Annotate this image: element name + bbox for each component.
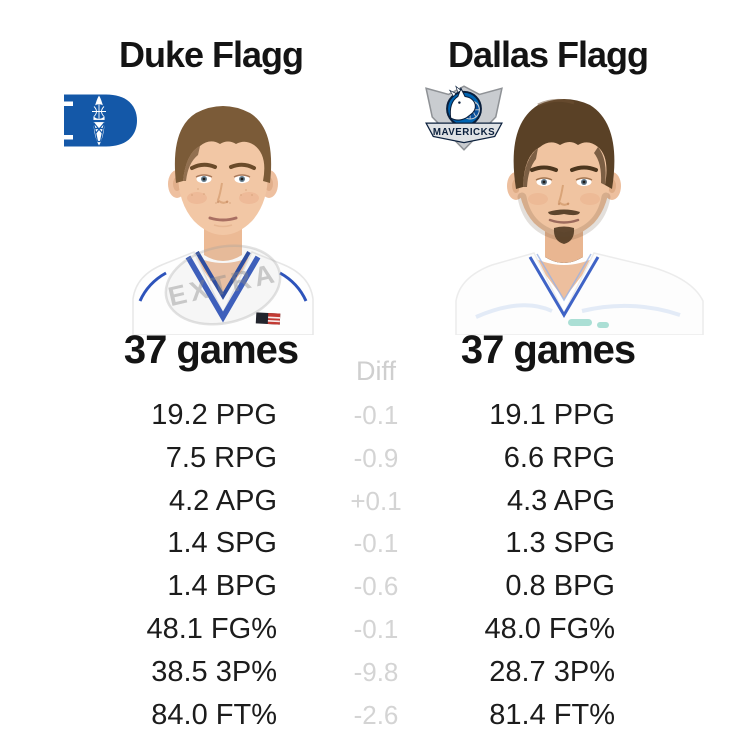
diff-value: -0.6 [353, 571, 399, 602]
diff-column-header: Diff [355, 356, 396, 386]
diff-value: -0.1 [353, 613, 399, 644]
duke-stat-value: 4.2 APG [168, 484, 277, 517]
mavericks-logo-icon: MAVERICKS [425, 85, 503, 151]
stat-row-ftpct: 84.0 FT% -2.6 81.4 FT% [0, 694, 750, 737]
duke-stat-value: 1.4 BPG [167, 570, 277, 603]
left-player-title: Duke Flagg [118, 34, 304, 75]
duke-stat-value: 1.4 SPG [167, 527, 277, 560]
diff-value: -2.6 [353, 699, 399, 730]
stat-row-ppg: 19.2 PPG -0.1 19.1 PPG [0, 394, 750, 437]
duke-stat-value: 38.5 3P% [151, 655, 277, 688]
dallas-stat-value: 19.1 PPG [489, 399, 615, 431]
diff-value: -0.1 [353, 528, 399, 559]
right-games-label: 37 games [460, 328, 636, 372]
stat-row-fgpct: 48.1 FG% -0.1 48.0 FG% [0, 608, 750, 651]
right-player-title: Dallas Flagg [447, 34, 649, 75]
diff-value: +0.1 [350, 485, 402, 516]
left-games-label: 37 games [123, 328, 299, 372]
stat-row-rpg: 7.5 RPG -0.9 6.6 RPG [0, 437, 750, 480]
duke-logo-icon [64, 94, 137, 147]
duke-stat-value: 19.2 PPG [151, 399, 277, 431]
duke-stat-value: 84.0 FT% [151, 698, 277, 731]
dallas-stat-value: 6.6 RPG [503, 441, 615, 474]
dallas-stat-value: 28.7 3P% [489, 655, 615, 688]
stats-table: 19.2 PPG -0.1 19.1 PPG 7.5 RPG -0.9 6.6 … [0, 394, 750, 736]
stat-row-apg: 4.2 APG +0.1 4.3 APG [0, 480, 750, 523]
jersey-flag-patch [255, 312, 281, 325]
stat-row-spg: 1.4 SPG -0.1 1.3 SPG [0, 522, 750, 565]
diff-value: -0.1 [353, 400, 399, 430]
mavericks-banner-label: MAVERICKS [433, 127, 495, 138]
diff-value: -9.8 [353, 656, 399, 687]
jersey-sponsor-mark [568, 319, 609, 328]
dallas-stat-value: 48.0 FG% [484, 612, 615, 645]
stat-row-bpg: 1.4 BPG -0.6 0.8 BPG [0, 565, 750, 608]
duke-player-photo: EXTRA [132, 106, 314, 335]
dallas-stat-value: 0.8 BPG [505, 570, 615, 603]
extra-watermark: EXTRA [164, 244, 282, 326]
duke-stat-value: 7.5 RPG [165, 441, 277, 474]
dallas-stat-value: 1.3 SPG [505, 527, 615, 560]
duke-stat-value: 48.1 FG% [146, 612, 277, 645]
mavericks-player-photo [455, 98, 704, 335]
diff-value: -0.9 [353, 442, 399, 473]
dallas-stat-value: 4.3 APG [506, 484, 615, 517]
stat-row-3ppct: 38.5 3P% -9.8 28.7 3P% [0, 651, 750, 694]
dallas-stat-value: 81.4 FT% [489, 698, 615, 731]
